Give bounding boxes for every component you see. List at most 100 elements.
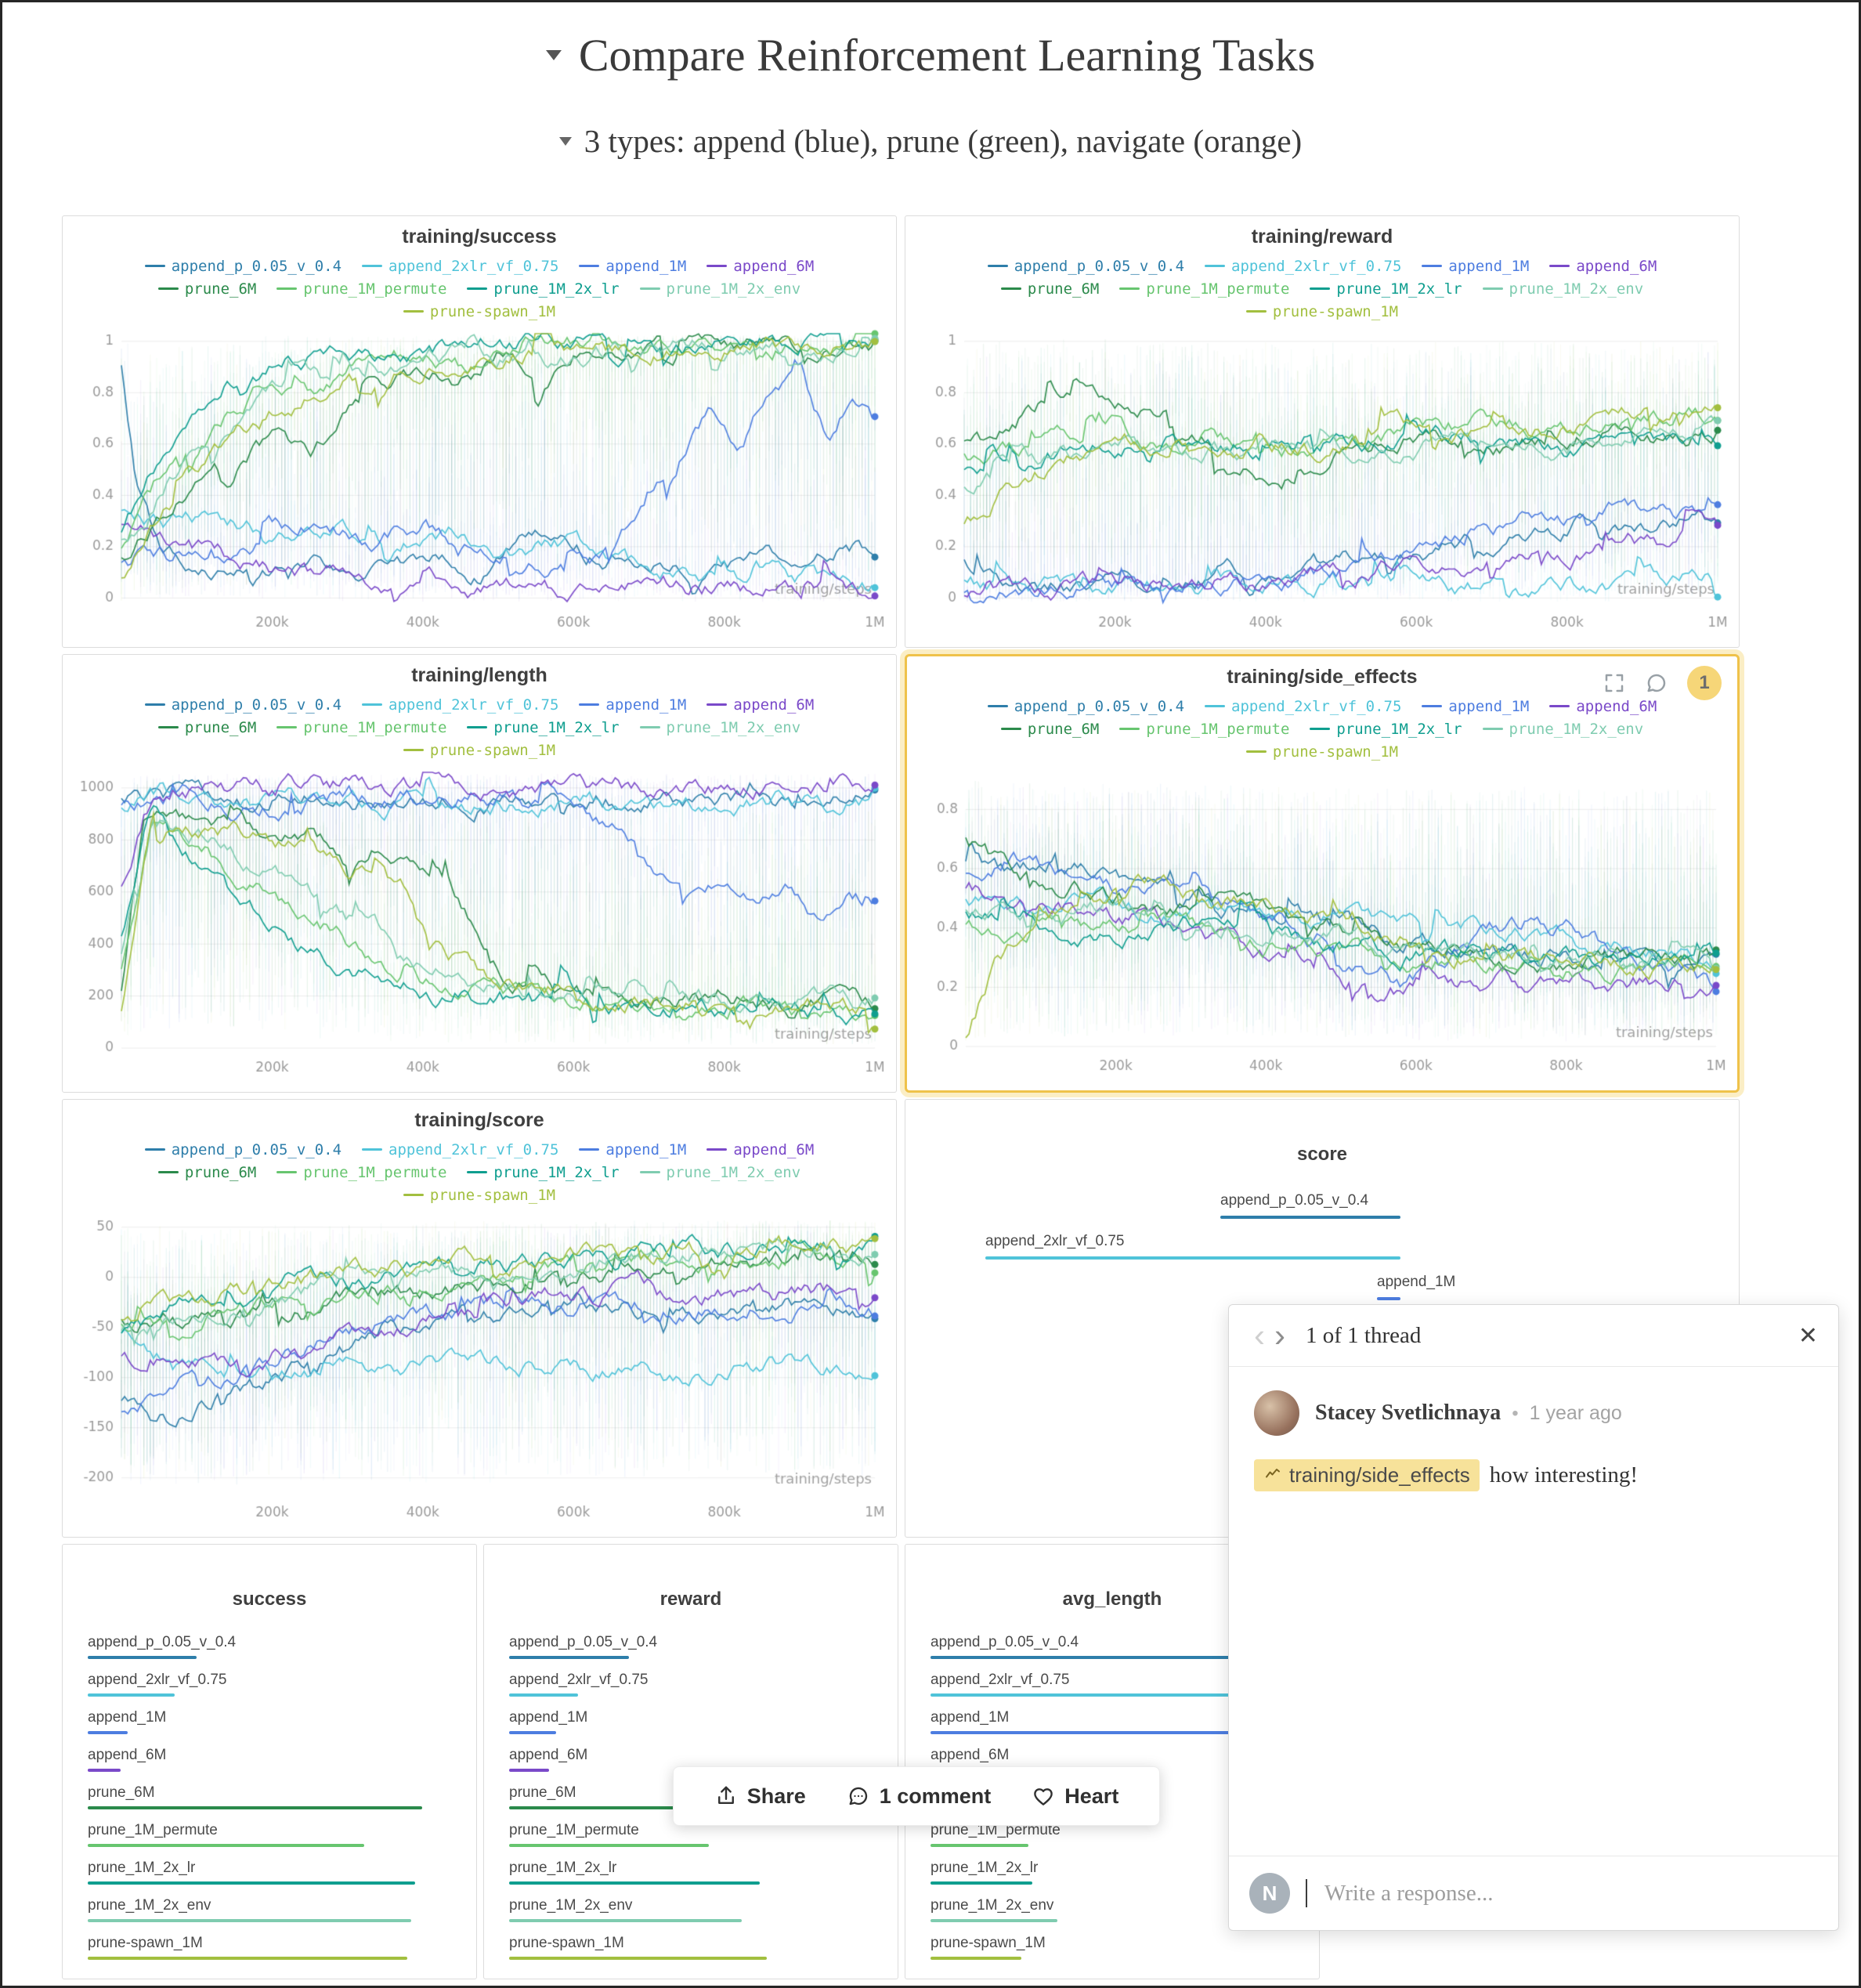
legend-row: prune_6M prune_1M_permute prune_1M_2x_lr pr… (63, 1161, 896, 1184)
collapse-caret-subtitle[interactable] (558, 136, 572, 146)
legend-item[interactable]: append_p_0.05_v_0.4 (987, 698, 1184, 715)
collapse-caret-title[interactable] (545, 50, 562, 60)
legend-item[interactable]: prune_1M_2x_env (1482, 721, 1643, 738)
legend-item[interactable]: prune_1M_2x_lr (467, 1164, 620, 1181)
legend-item[interactable]: append_6M (1549, 258, 1657, 275)
chart-canvas-training-reward[interactable] (914, 326, 1730, 639)
legend-item[interactable]: append_2xlr_vf_0.75 (362, 696, 558, 714)
legend-swatch (276, 287, 298, 290)
legend-item[interactable]: append_p_0.05_v_0.4 (144, 258, 341, 275)
chart-canvas-training-length[interactable] (71, 764, 887, 1084)
legend-label: prune_6M (184, 280, 257, 298)
legend-item[interactable]: append_1M (1422, 258, 1529, 275)
chart-legend: append_p_0.05_v_0.4 append_2xlr_vf_0.75 ap… (63, 255, 896, 323)
bar-row: append_p_0.05_v_0.4 (930, 1189, 1714, 1230)
legend-item[interactable]: prune_1M_2x_lr (467, 280, 620, 298)
legend-item[interactable]: prune-spawn_1M (1245, 303, 1398, 320)
prev-thread-chevron-icon[interactable]: ‹ (1254, 1317, 1265, 1354)
legend-item[interactable]: prune_1M_permute (276, 719, 446, 736)
legend-item[interactable]: prune-spawn_1M (403, 303, 555, 320)
legend-label: append_2xlr_vf_0.75 (1231, 697, 1402, 715)
legend-label: append_6M (733, 257, 815, 275)
legend-item[interactable]: prune-spawn_1M (403, 742, 555, 759)
legend-row: append_p_0.05_v_0.4 append_2xlr_vf_0.75 ap… (63, 255, 896, 277)
legend-item[interactable]: append_2xlr_vf_0.75 (362, 258, 558, 275)
legend-item[interactable]: prune_1M_2x_lr (467, 719, 620, 736)
legend-item[interactable]: append_p_0.05_v_0.4 (987, 258, 1184, 275)
chart-title: training/side_effects (1227, 666, 1418, 688)
legend-swatch (1245, 750, 1267, 753)
heart-button[interactable]: Heart (1011, 1767, 1139, 1825)
run-label: prune_6M (509, 1784, 576, 1801)
chart-title: score (1296, 1144, 1348, 1165)
legend-item[interactable]: prune_6M (1000, 721, 1099, 738)
run-label: append_p_0.05_v_0.4 (88, 1634, 237, 1650)
legend-swatch (467, 287, 488, 290)
legend-item[interactable]: append_1M (579, 258, 686, 275)
legend-item[interactable]: prune_1M_2x_env (639, 718, 801, 736)
legend-item[interactable]: prune_1M_permute (276, 1164, 446, 1181)
legend-swatch (144, 265, 165, 267)
reply-input[interactable] (1323, 1879, 1818, 1907)
legend-item[interactable]: append_1M (1422, 698, 1529, 715)
legend-item[interactable]: prune_1M_permute (1119, 280, 1289, 298)
legend-label: prune_1M_2x_env (666, 1163, 801, 1181)
legend-item[interactable]: append_1M (579, 1141, 686, 1158)
legend-item[interactable]: append_p_0.05_v_0.4 (144, 696, 341, 714)
run-label: append_6M (509, 1747, 588, 1763)
legend-swatch (157, 287, 179, 290)
legend-item[interactable]: append_p_0.05_v_0.4 (144, 1141, 341, 1158)
next-thread-chevron-icon[interactable]: › (1274, 1317, 1285, 1354)
bar (930, 1693, 1276, 1697)
comment-count-badge[interactable]: 1 (1687, 666, 1722, 700)
legend-item[interactable]: append_2xlr_vf_0.75 (1205, 698, 1401, 715)
legend-swatch (579, 703, 600, 706)
mention-label: training/side_effects (1289, 1463, 1470, 1487)
legend-item[interactable]: prune-spawn_1M (1245, 743, 1398, 761)
chart-canvas-training-score[interactable] (71, 1209, 887, 1529)
bar-row: append_6M (509, 1747, 873, 1772)
bar (88, 1656, 197, 1659)
panel-mention-chip[interactable]: training/side_effects (1254, 1459, 1480, 1491)
legend-item[interactable]: prune_1M_2x_lr (1310, 280, 1462, 298)
run-label: append_2xlr_vf_0.75 (509, 1672, 649, 1688)
legend-item[interactable]: prune_1M_2x_env (639, 280, 800, 298)
legend-item[interactable]: append_6M (706, 1141, 814, 1158)
legend-item[interactable]: prune_6M (157, 718, 257, 736)
legend-item[interactable]: prune_1M_2x_lr (1310, 721, 1462, 738)
legend-item[interactable]: append_6M (706, 696, 814, 714)
legend-item[interactable]: prune_1M_2x_env (639, 1163, 801, 1181)
legend-item[interactable]: prune_1M_2x_env (1482, 280, 1643, 298)
legend-item[interactable]: append_6M (706, 258, 814, 275)
fullscreen-icon[interactable] (1603, 671, 1626, 695)
legend-label: prune_6M (184, 718, 257, 736)
comment-button[interactable]: 1 comment (826, 1767, 1012, 1825)
chart-canvas-training-side_effects[interactable] (916, 766, 1729, 1083)
comment-timestamp: 1 year ago (1529, 1402, 1622, 1424)
bar (1220, 1216, 1400, 1219)
legend-item[interactable]: prune_6M (157, 1164, 256, 1181)
legend-label: prune_1M_2x_env (666, 718, 801, 736)
legend-item[interactable]: prune_6M (157, 280, 257, 298)
chart-canvas-training-success[interactable] (71, 326, 887, 639)
legend-item[interactable]: prune_6M (1000, 280, 1099, 298)
legend-item[interactable]: prune-spawn_1M (403, 1187, 555, 1204)
bar (930, 1919, 1058, 1922)
legend-item[interactable]: prune_1M_permute (1119, 721, 1289, 738)
bar (1377, 1297, 1400, 1300)
bar-row: append_2xlr_vf_0.75 (930, 1230, 1714, 1271)
legend-item[interactable]: append_1M (579, 696, 686, 714)
page-subtitle: 3 types: append (blue), prune (green), n… (584, 123, 1303, 159)
legend-item[interactable]: append_6M (1549, 698, 1657, 715)
legend-item[interactable]: append_2xlr_vf_0.75 (1205, 258, 1401, 275)
share-button[interactable]: Share (694, 1767, 826, 1825)
thread-body: Stacey Svetlichnaya • 1 year ago trainin… (1229, 1367, 1838, 1856)
legend-item[interactable]: append_2xlr_vf_0.75 (362, 1141, 558, 1158)
legend-label: prune-spawn_1M (429, 741, 556, 759)
legend-item[interactable]: prune_1M_permute (276, 280, 446, 298)
comment-bubble-icon[interactable] (1645, 671, 1668, 695)
legend-label: append_2xlr_vf_0.75 (388, 1140, 559, 1158)
close-icon[interactable]: ✕ (1798, 1322, 1818, 1349)
legend-swatch (1482, 287, 1503, 290)
